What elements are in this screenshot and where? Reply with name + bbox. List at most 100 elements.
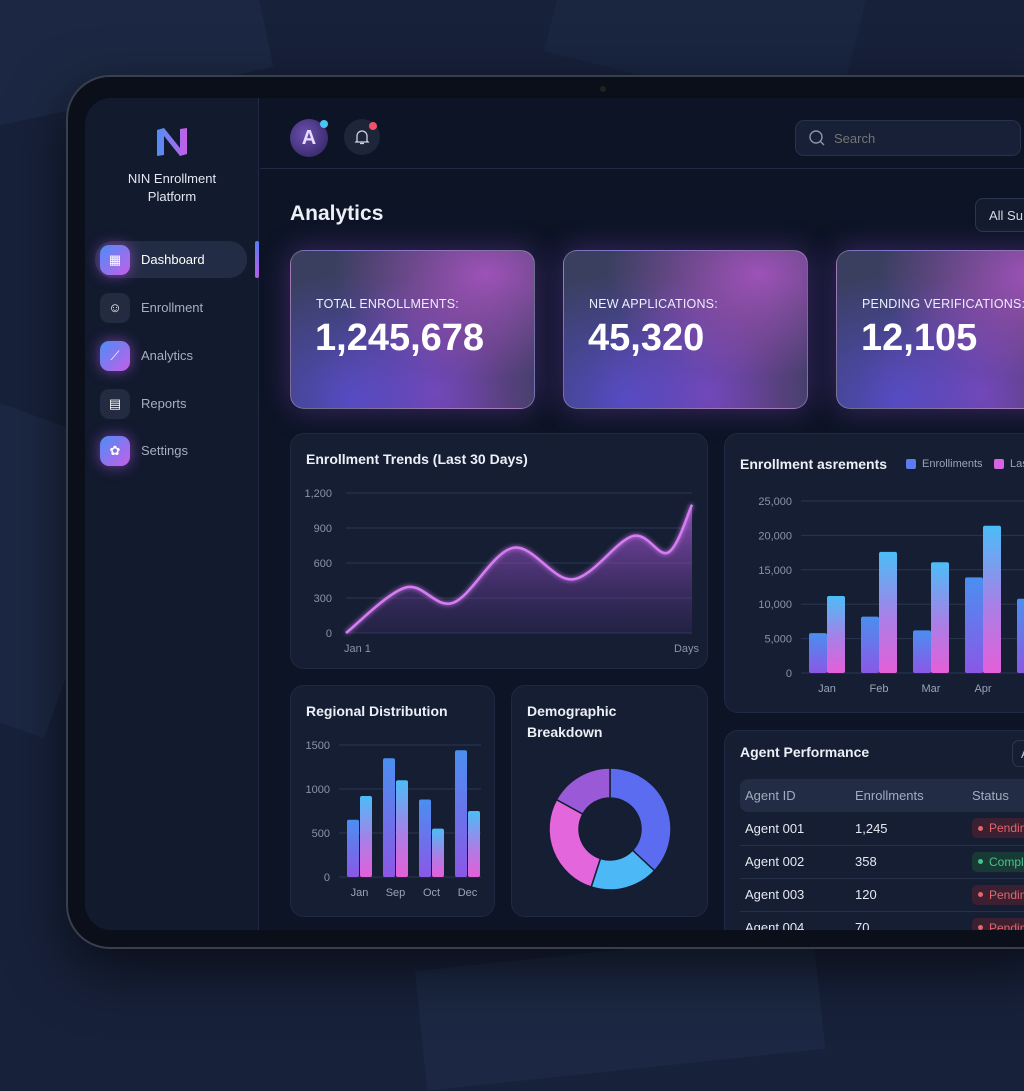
bar (396, 780, 408, 877)
donut-slice (555, 767, 611, 816)
y-tick-label: 15,000 (758, 565, 792, 577)
camera (600, 86, 606, 92)
y-tick-label: 1,200 (304, 488, 332, 500)
agent-table: Agent ID Enrollments Status Agent 001 1,2… (740, 779, 1024, 930)
demographic-donut-chart (548, 767, 672, 891)
y-tick-label: 0 (786, 668, 792, 680)
stat-value: 1,245,678 (315, 317, 485, 359)
section-title: Agent Performance (740, 744, 870, 760)
search-box[interactable] (795, 120, 1021, 156)
table-row[interactable]: Agent 001 1,245 Pendin (740, 812, 1024, 846)
notification-dot (369, 122, 377, 130)
status-label: Pendin (989, 920, 1024, 931)
app-screen: NIN Enrollment Platform ▦ Dashboard ☺ Enrol… (85, 98, 1024, 930)
x-tick-label: Dec (458, 887, 478, 899)
bar (455, 750, 467, 877)
filter-dropdown[interactable]: All Su (975, 198, 1024, 232)
status-label: Comple (989, 854, 1024, 869)
grid-icon: ▦ (100, 244, 130, 275)
agent-id: Agent 003 (740, 878, 850, 912)
sidebar-item-settings[interactable]: ✿ Settings (95, 432, 247, 469)
stat-label: TOTAL ENROLLMENTS: (316, 297, 459, 311)
y-tick-label: 25,000 (758, 496, 792, 508)
sidebar-item-label: Analytics (141, 348, 194, 363)
search-input[interactable] (834, 130, 1004, 146)
x-tick-label: Feb (870, 683, 889, 695)
status-badge: Pendin (972, 884, 1024, 905)
chart-title: Enrollment Trends (Last 30 Days) (306, 451, 528, 467)
brand-line: NIN Enrollment (127, 171, 217, 186)
regional-distribution-card: Regional Distribution 0 500 1000 1500 Jan Sep… (290, 685, 495, 917)
chart-title-line: Demographic (527, 703, 617, 719)
sidebar-item-reports[interactable]: ▤ Reports (95, 385, 247, 422)
enrollment-trends-card: Enrollment Trends (Last 30 Days) 0 300 600… (290, 433, 708, 669)
background-shape (414, 929, 826, 1091)
logo-icon (157, 128, 187, 156)
status-cell: Pendin (967, 812, 1024, 846)
stat-label: PENDING VERIFICATIONS: (862, 297, 1024, 311)
legend-label: Enrolliments (922, 458, 983, 470)
sidebar-item-enrollment[interactable]: ☺ Enrollment (95, 289, 247, 326)
agent-enrollments: 120 (850, 878, 967, 912)
x-axis-start-label: Jan 1 (344, 643, 371, 655)
bar (879, 551, 897, 673)
chart-title: Regional Distribution (306, 703, 448, 719)
sidebar-item-label: Reports (141, 396, 187, 411)
legend-item: Las (994, 458, 1024, 470)
status-dot (978, 825, 983, 831)
stat-value: 45,320 (588, 317, 705, 359)
status-label: Pendin (989, 887, 1024, 902)
column-header[interactable]: Status (967, 779, 1024, 812)
bar (965, 577, 983, 673)
y-tick-label: 1500 (306, 740, 330, 752)
x-tick-label: Oct (423, 887, 440, 899)
monthly-enrollment-chart: 0 5,000 10,000 15,000 20,000 25,000 Jan Feb Mar A… (758, 496, 1024, 695)
status-badge: Comple (972, 851, 1024, 872)
donut-slice (548, 798, 602, 888)
document-icon: ▤ (100, 388, 130, 419)
stat-card-total-enrollments: TOTAL ENROLLMENTS: 1,245,678 (290, 250, 535, 409)
column-header[interactable]: Enrollments (850, 779, 967, 812)
y-tick-label: 10,000 (758, 599, 792, 611)
agent-enrollments: 1,245 (850, 812, 967, 846)
sidebar-item-label: Settings (141, 443, 188, 458)
sidebar: NIN Enrollment Platform ▦ Dashboard ☺ Enrol… (85, 98, 259, 930)
brand-name: NIN Enrollment Platform (85, 170, 259, 206)
demographic-breakdown-card: Demographic Breakdown (511, 685, 708, 917)
y-tick-label: 600 (314, 558, 332, 570)
status-dot (978, 892, 983, 897)
bar (827, 595, 845, 673)
bar (347, 819, 359, 877)
trend-line (345, 504, 694, 634)
monthly-enrollment-card: Enrollment asrements Enrolliments Las 0 5… (724, 433, 1024, 713)
status-label: Pendin (989, 821, 1024, 836)
status-dot (978, 925, 983, 930)
sidebar-item-analytics[interactable]: ⟋ Analytics (95, 337, 247, 374)
table-row[interactable]: Agent 003 120 Pendin (740, 878, 1024, 912)
x-axis-end-label: Days (674, 643, 700, 655)
table-row[interactable]: Agent 004 70 Pendin (740, 911, 1024, 930)
area-fill (346, 504, 692, 633)
bar (983, 525, 1001, 673)
agent-filter-button[interactable]: A (1012, 740, 1024, 767)
status-cell: Comple (967, 845, 1024, 879)
top-bar: A (260, 98, 1024, 169)
page-title: Analytics (290, 202, 384, 225)
x-tick-label: Apr (974, 683, 991, 695)
gear-icon: ✿ (100, 435, 130, 466)
status-badge: Pendin (972, 917, 1024, 931)
y-tick-label: 900 (314, 523, 332, 535)
y-tick-label: 0 (326, 628, 332, 640)
enrollment-trends-chart: 0 300 600 900 1,200 Jan 1 Days (304, 488, 700, 655)
legend-label: Las (1010, 458, 1024, 470)
sidebar-item-label: Enrollment (141, 300, 204, 315)
bar (419, 799, 431, 877)
agent-performance-card: Agent Performance A Agent ID Enrollments… (724, 730, 1024, 930)
column-header[interactable]: Agent ID (740, 779, 850, 812)
agent-enrollments: 70 (850, 911, 967, 930)
x-tick-label: Jan (818, 683, 836, 695)
regional-distribution-chart: 0 500 1000 1500 Jan Sep Oct Dec (306, 740, 481, 899)
y-tick-label: 0 (324, 872, 330, 884)
sidebar-item-dashboard[interactable]: ▦ Dashboard (95, 241, 247, 278)
